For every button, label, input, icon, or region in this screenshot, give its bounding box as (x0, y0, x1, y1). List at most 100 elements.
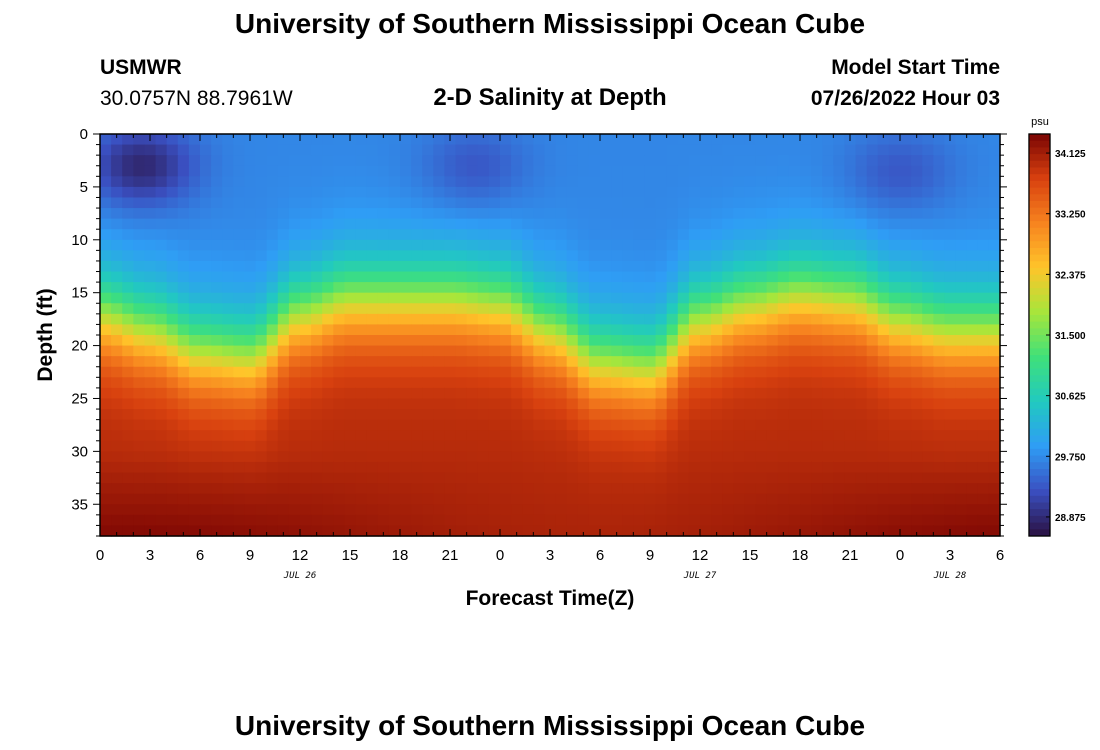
heatmap-cell (833, 377, 846, 389)
heatmap-cell (333, 197, 346, 209)
heatmap-cell (855, 483, 868, 495)
heatmap-cell (877, 303, 890, 315)
heatmap-cell (200, 440, 212, 452)
heatmap-cell (822, 356, 834, 368)
heatmap-cell (777, 155, 790, 167)
heatmap-cell (666, 186, 679, 199)
heatmap-cell (366, 461, 379, 474)
heatmap-cell (377, 525, 390, 537)
heatmap-cell (277, 165, 290, 177)
heatmap-cell (711, 430, 723, 442)
heatmap-cell (388, 356, 401, 368)
heatmap-cell (244, 324, 257, 336)
heatmap-cell (311, 292, 323, 304)
heatmap-cell (722, 239, 734, 251)
heatmap-cell (844, 377, 857, 389)
heatmap-cell (666, 218, 679, 230)
heatmap-cell (844, 345, 857, 357)
heatmap-cell (155, 271, 168, 283)
heatmap-cell (755, 419, 768, 431)
heatmap-cell (288, 303, 301, 315)
heatmap-cell (633, 387, 646, 400)
heatmap-cell (288, 419, 301, 431)
heatmap-cell (266, 176, 279, 188)
heatmap-cell (522, 366, 534, 378)
heatmap-cell (655, 282, 668, 294)
heatmap-cell (288, 250, 301, 262)
heatmap-cell (677, 292, 690, 304)
heatmap-cell (233, 335, 246, 347)
heatmap-cell (744, 218, 757, 230)
heatmap-cell (911, 504, 923, 516)
heatmap-cell (533, 398, 546, 410)
heatmap-cell (433, 144, 446, 156)
heatmap-cell (766, 398, 779, 410)
heatmap-cell (600, 155, 612, 167)
heatmap-cell (466, 313, 479, 326)
heatmap-cell (300, 409, 312, 421)
heatmap-cell (955, 208, 968, 220)
heatmap-cell (200, 504, 212, 516)
heatmap-cell (811, 366, 823, 378)
heatmap-cell (666, 165, 679, 177)
heatmap-cell (266, 197, 279, 209)
heatmap-cell (611, 144, 623, 156)
heatmap-cell (200, 229, 212, 241)
heatmap-cell (777, 430, 790, 442)
heatmap-cell (188, 239, 201, 251)
heatmap-cell (911, 387, 923, 400)
heatmap-cell (400, 144, 412, 156)
heatmap-cell (955, 176, 968, 188)
heatmap-cell (188, 218, 201, 230)
heatmap-cell (344, 493, 357, 505)
heatmap-cell (900, 303, 912, 315)
heatmap-cell (766, 303, 779, 315)
heatmap-cell (422, 440, 434, 452)
heatmap-cell (855, 260, 868, 273)
heatmap-cell (400, 218, 412, 230)
heatmap-cell (677, 504, 690, 516)
heatmap-cell (977, 440, 990, 452)
heatmap-cell (422, 387, 434, 400)
heatmap-cell (944, 483, 957, 495)
heatmap-cell (444, 239, 457, 251)
heatmap-cell (866, 239, 879, 251)
heatmap-cell (211, 282, 223, 294)
heatmap-cell (566, 387, 579, 400)
heatmap-cell (400, 313, 412, 326)
heatmap-cell (688, 451, 701, 463)
heatmap-cell (155, 483, 168, 495)
heatmap-cell (533, 377, 546, 389)
heatmap-cell (766, 430, 779, 442)
heatmap-cell (311, 451, 323, 463)
heatmap-cell (288, 377, 301, 389)
heatmap-cell (633, 239, 646, 251)
heatmap-cell (222, 134, 234, 146)
heatmap-cell (533, 356, 546, 368)
heatmap-cell (277, 387, 290, 400)
heatmap-cell (866, 440, 879, 452)
heatmap-cell (422, 197, 434, 209)
heatmap-cell (744, 366, 757, 378)
heatmap-cell (933, 451, 946, 463)
heatmap-cell (700, 335, 712, 347)
heatmap-cell (511, 335, 523, 347)
heatmap-cell (777, 176, 790, 188)
heatmap-cell (477, 356, 490, 368)
heatmap-cell (777, 387, 790, 400)
heatmap-cell (300, 483, 312, 495)
heatmap-cell (622, 324, 634, 336)
heatmap-cell (377, 356, 390, 368)
heatmap-cell (133, 387, 146, 400)
heatmap-cell (811, 186, 823, 199)
heatmap-cell (122, 419, 134, 431)
heatmap-cell (811, 504, 823, 516)
heatmap-cell (933, 155, 946, 167)
heatmap-cell (877, 208, 890, 220)
heatmap-cell (122, 324, 134, 336)
heatmap-cell (233, 165, 246, 177)
heatmap-cell (433, 282, 446, 294)
heatmap-cell (322, 451, 334, 463)
heatmap-cell (244, 356, 257, 368)
heatmap-cell (511, 514, 523, 527)
